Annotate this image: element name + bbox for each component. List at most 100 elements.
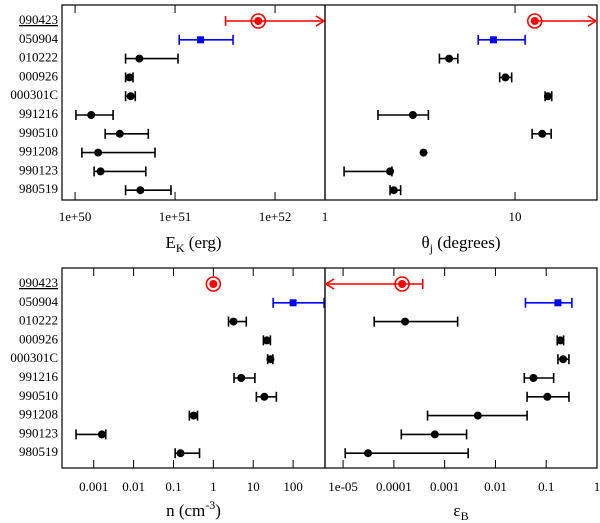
- x-tick-label: 1e+51: [159, 209, 192, 224]
- limit-arrow: [315, 15, 326, 27]
- category-label: 090423: [19, 275, 58, 290]
- category-label: 990123: [19, 425, 58, 440]
- point: [554, 299, 562, 307]
- x-axis-label: θj (degrees): [422, 233, 501, 255]
- category-label: 090423: [19, 12, 58, 27]
- point: [94, 148, 103, 157]
- panel-frame: [324, 4, 598, 201]
- point: [364, 449, 373, 458]
- point: [389, 186, 398, 195]
- category-label: 991216: [19, 369, 59, 384]
- point: [543, 92, 552, 101]
- point: [419, 148, 428, 157]
- x-tick-label: 1: [210, 479, 217, 494]
- x-tick-label: 1e-05: [328, 479, 358, 494]
- category-label: 991216: [19, 106, 59, 121]
- point: [529, 374, 538, 382]
- category-label: 010222: [19, 313, 58, 328]
- point: [189, 411, 198, 420]
- point: [445, 54, 454, 63]
- category-label: 050904: [19, 31, 59, 46]
- x-tick-label: 1: [594, 479, 600, 494]
- point: [260, 392, 269, 401]
- point: [266, 355, 275, 364]
- x-tick-label: 0.1: [165, 479, 181, 494]
- category-label: 991208: [19, 407, 58, 422]
- point: [197, 36, 205, 44]
- x-axis-label-part: K: [176, 241, 185, 255]
- x-axis-label-part: E: [165, 233, 175, 252]
- point: [97, 430, 106, 439]
- x-tick-label: 10: [247, 479, 260, 494]
- x-tick-label: 0.01: [122, 479, 145, 494]
- category-label: 000926: [19, 331, 59, 346]
- x-axis-label-part: θ: [422, 233, 430, 252]
- x-axis-label-part: ε: [453, 501, 460, 520]
- x-axis-label: n (cm-3): [166, 498, 221, 520]
- point: [254, 17, 263, 25]
- point: [176, 449, 185, 458]
- category-label: 010222: [19, 50, 58, 65]
- x-axis-label-part: -3: [205, 498, 215, 512]
- x-axis-label: εB: [453, 501, 468, 523]
- point: [398, 280, 407, 288]
- point-ring: [394, 276, 410, 292]
- point: [538, 129, 547, 138]
- x-tick-label: 1: [322, 209, 329, 224]
- x-axis-label-part: B: [461, 509, 469, 523]
- x-tick-label: 0.0001: [376, 479, 412, 494]
- point: [115, 129, 124, 138]
- category-label: 990123: [19, 162, 58, 177]
- x-tick-label: 0.001: [430, 479, 459, 494]
- category-label: 980519: [19, 181, 58, 196]
- category-label: 991208: [19, 144, 58, 159]
- point: [401, 317, 410, 326]
- point: [289, 299, 297, 307]
- category-label: 050904: [19, 294, 59, 309]
- point: [135, 54, 144, 63]
- point: [489, 36, 497, 44]
- category-label: 000301C: [10, 350, 58, 365]
- x-tick-label: 100: [283, 479, 303, 494]
- point-ring: [526, 13, 543, 29]
- limit-arrow: [324, 278, 335, 290]
- point: [237, 374, 246, 382]
- limit-arrow: [587, 15, 598, 27]
- category-label: 990510: [19, 125, 58, 140]
- point: [262, 336, 271, 345]
- point: [559, 355, 568, 364]
- x-tick-label: 0.01: [484, 479, 507, 494]
- category-label: 980519: [19, 444, 58, 459]
- point: [87, 111, 96, 119]
- point: [209, 280, 218, 288]
- point: [126, 92, 135, 101]
- category-label: 000301C: [10, 87, 58, 102]
- point: [530, 17, 539, 25]
- point: [543, 392, 552, 401]
- x-axis-label-part: ): [215, 501, 221, 520]
- point: [125, 73, 134, 82]
- point-ring: [205, 276, 222, 292]
- x-tick-label: 0.1: [538, 479, 554, 494]
- x-tick-label: 0.001: [79, 479, 108, 494]
- point: [473, 411, 482, 420]
- x-axis-label: EK (erg): [165, 233, 221, 255]
- category-label: 000926: [19, 68, 59, 83]
- point: [229, 317, 238, 326]
- category-label: 990510: [19, 388, 58, 403]
- x-tick-label: 1e+52: [259, 209, 292, 224]
- point: [556, 336, 565, 345]
- x-axis-label-part: (erg): [185, 233, 222, 252]
- point: [501, 73, 510, 82]
- point: [136, 186, 145, 195]
- point: [430, 430, 439, 439]
- panel-frame: [324, 267, 598, 469]
- point: [386, 167, 395, 176]
- x-axis-label-part: n (cm: [166, 501, 205, 520]
- point-ring: [250, 13, 267, 29]
- x-axis-label-part: j: [429, 241, 433, 255]
- x-axis-label-part: (degrees): [433, 233, 501, 252]
- x-tick-label: 1e+50: [59, 209, 92, 224]
- x-tick-label: 10: [509, 209, 522, 224]
